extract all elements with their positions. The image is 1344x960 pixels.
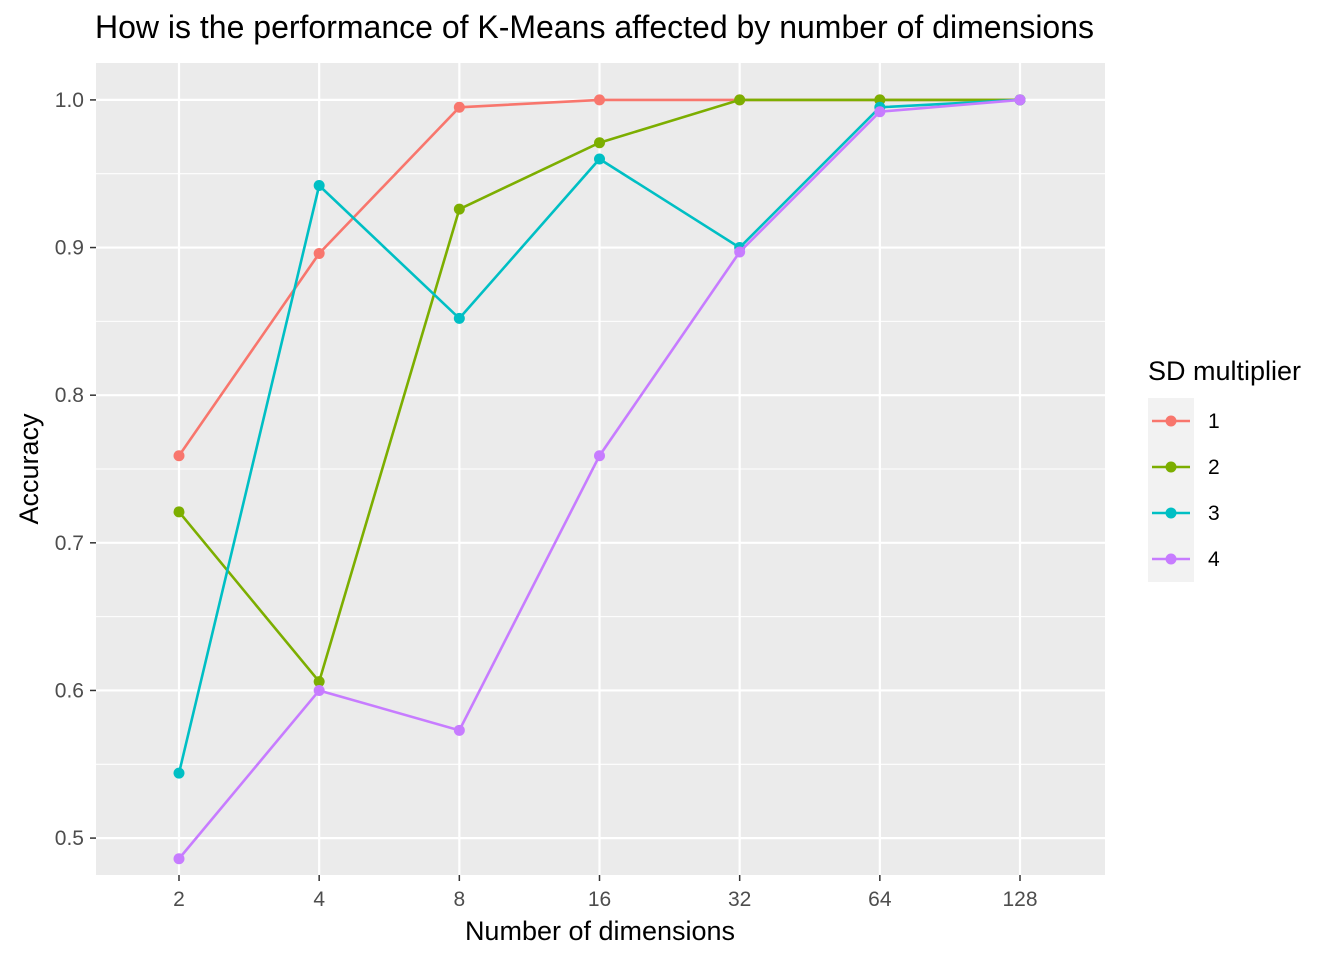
y-tick-label: 0.6 <box>55 679 84 702</box>
x-tick-label: 16 <box>588 888 611 911</box>
legend-key-point <box>1165 507 1177 519</box>
legend-key-point <box>1165 553 1177 565</box>
x-tick-label: 2 <box>173 888 185 911</box>
data-point <box>453 724 465 736</box>
data-point <box>313 676 325 688</box>
data-point <box>874 106 886 118</box>
legend-item-2: 2 <box>1148 444 1220 490</box>
legend-label: 3 <box>1208 502 1220 525</box>
data-point <box>173 767 185 779</box>
legend-item-4: 4 <box>1148 536 1220 582</box>
y-tick-label: 0.7 <box>55 532 84 555</box>
x-tick-label: 128 <box>1002 888 1037 911</box>
y-tick-label: 0.8 <box>55 384 84 407</box>
x-tick-label: 32 <box>728 888 751 911</box>
legend: SD multiplier 1 2 3 4 <box>1148 356 1301 582</box>
axis-ticks: 0.5 0.6 0.7 0.8 0.9 1.0 2 4 8 16 32 64 128 <box>55 89 1038 911</box>
data-point <box>453 101 465 113</box>
data-point <box>734 246 746 258</box>
x-tick-label: 64 <box>868 888 892 911</box>
data-point <box>173 853 185 865</box>
series-layer <box>173 94 1026 865</box>
data-point <box>453 312 465 324</box>
legend-key-point <box>1165 461 1177 473</box>
legend-item-3: 3 <box>1148 490 1220 536</box>
chart-title: How is the performance of K-Means affect… <box>95 9 1094 45</box>
data-point <box>594 137 605 149</box>
y-tick-label: 1.0 <box>55 89 84 112</box>
legend-label: 4 <box>1208 548 1220 571</box>
data-point <box>313 247 325 259</box>
x-axis-title: Number of dimensions <box>465 916 735 946</box>
data-point <box>313 180 325 192</box>
legend-label: 1 <box>1208 410 1220 433</box>
data-point <box>313 684 325 696</box>
data-point <box>594 153 605 165</box>
series-4 <box>173 94 1026 865</box>
data-point <box>734 94 746 106</box>
data-point <box>594 450 605 462</box>
legend-label: 2 <box>1208 456 1220 479</box>
data-point <box>453 203 465 215</box>
x-tick-label: 4 <box>313 888 325 911</box>
legend-title: SD multiplier <box>1148 356 1301 386</box>
data-point <box>173 450 185 462</box>
data-point <box>594 94 605 106</box>
legend-key-point <box>1165 415 1177 427</box>
legend-item-1: 1 <box>1148 398 1220 444</box>
y-tick-label: 0.9 <box>55 237 84 260</box>
y-axis-title: Accuracy <box>14 413 44 525</box>
y-tick-label: 0.5 <box>55 827 84 850</box>
data-point <box>173 506 185 518</box>
data-point <box>1014 94 1026 106</box>
x-tick-label: 8 <box>453 888 465 911</box>
